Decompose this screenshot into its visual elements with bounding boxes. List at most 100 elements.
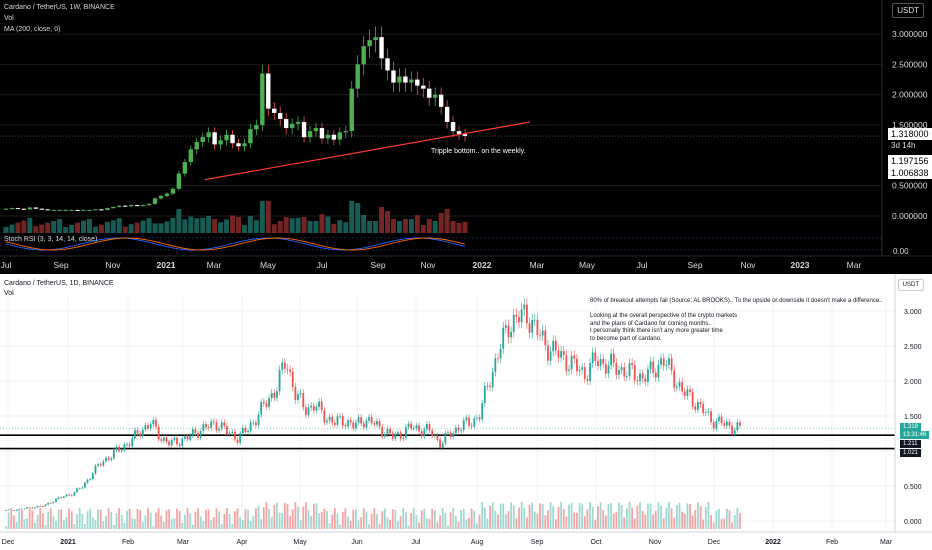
weekly-candle-body [128,205,134,207]
daily-volume-bar [160,515,163,529]
daily-candle-body [336,416,339,425]
daily-candle-body [404,427,407,438]
daily-volume-bar [549,502,552,529]
daily-volume-bar [155,512,157,529]
daily-candle-body [191,429,194,436]
weekly-volume-bar [361,215,367,233]
daily-volume-bar [536,513,539,529]
daily-volume-bar [241,519,244,529]
weekly-volume-bar [45,222,51,233]
daily-candle-body [181,438,184,447]
daily-candle-body [223,422,226,427]
daily-volume-bar [625,508,628,529]
daily-chart-panel[interactable]: 3.0002.5002.0001.5001.0000.5000.000Dec20… [0,274,932,550]
daily-volume-bar [244,509,247,529]
daily-volume-bar [331,514,334,529]
weekly-volume-bar [57,219,63,233]
daily-candle-body [470,425,473,427]
daily-volume-bar [620,504,623,529]
weekly-volume-bar [140,220,146,233]
daily-volume-bar [652,514,655,529]
daily-volume-bar [260,519,263,529]
daily-currency-badge[interactable]: USDT [897,279,924,291]
weekly-volume-bar [414,215,420,233]
daily-volume-bar [433,510,436,529]
daily-volume-bar [249,521,252,529]
daily-candle-body [365,420,368,428]
daily-volume-bar [128,508,131,529]
daily-volume-bar [644,514,647,529]
daily-volume-bar [226,508,228,529]
weekly-candle-body [373,37,378,41]
daily-candle-body [270,392,273,399]
daily-candle-body [478,417,481,420]
daily-volume-bar [157,508,160,529]
daily-volume-bar [283,502,286,529]
daily-candle-body [544,330,547,346]
weekly-candle-body [75,209,80,211]
daily-candle-body [247,430,249,432]
daily-candle-body [607,365,610,374]
daily-volume-bar [273,504,276,529]
daily-volume-bar [57,509,60,529]
daily-volume-bar [278,512,281,529]
daily-candle-body [568,369,570,371]
weekly-stoch-label[interactable]: Stoch RSI (3, 3, 14, 14, close) [4,236,98,243]
daily-countdown-tag: 13:31:46 [900,431,930,439]
daily-volume-bar [220,524,223,529]
daily-volume-bar [305,502,307,529]
weekly-ma-label[interactable]: MA (200, close, 0) [4,26,61,33]
daily-volume-bar [34,523,36,529]
daily-candle-body [7,509,10,511]
weekly-volume-bar [182,219,188,233]
daily-candle-body [255,422,257,426]
daily-volume-bar [731,522,734,529]
weekly-current-price-tag: 1.318000 [888,128,932,140]
daily-volume-bar [426,518,428,529]
daily-candle-body [394,433,397,439]
daily-volume-bar [618,502,620,529]
daily-volume-bar [354,509,357,529]
daily-volume-bar [402,508,405,529]
weekly-y-tick-label: 2.500000 [892,59,928,69]
weekly-currency-badge[interactable]: USDT [892,3,924,18]
weekly-candle-body [15,208,21,210]
daily-candle-body [565,355,568,371]
daily-volume-bar [262,507,265,529]
daily-y-tick-label: 0.500 [904,484,922,491]
daily-volume-bar [694,510,697,529]
weekly-x-tick-label: Sep [687,260,702,270]
weekly-volume-bar [152,223,158,233]
daily-candle-body [628,363,631,376]
daily-volume-bar [523,508,526,529]
weekly-chart-canvas[interactable]: 3.000000 2.500000 2.000000 1.500000 0.500000… [0,0,932,274]
daily-volume-bar [554,519,557,529]
weekly-candle-body [319,128,325,139]
daily-candle-body [657,364,660,378]
daily-x-tick-label: Jun [351,539,362,546]
daily-candle-body [549,351,552,361]
daily-chart-canvas[interactable]: 3.0002.5002.0001.5001.0000.5000.000Dec20… [0,274,932,550]
weekly-candle-body [325,134,331,139]
daily-candle-body [712,422,715,429]
daily-volume-bar [712,522,715,529]
daily-volume-bar [431,508,434,529]
weekly-volume-bar [21,220,27,233]
weekly-candle-body [230,134,235,144]
weekly-volume-bar [39,224,45,233]
weekly-chart-panel[interactable]: 3.000000 2.500000 2.000000 1.500000 0.500000… [0,0,932,274]
daily-candle-body [252,422,255,424]
weekly-candle-body [212,132,217,145]
daily-candle-body [370,417,373,424]
daily-y-tick-label: 2.000 [904,379,922,386]
daily-candle-body [70,495,73,497]
daily-candle-body [354,422,357,429]
weekly-candle-body [27,207,33,210]
daily-candle-body [349,420,352,423]
daily-candle-body [412,428,415,430]
daily-volume-bar [189,513,192,529]
weekly-candle-body [331,134,337,140]
daily-candle-body [107,457,110,460]
weekly-candle-body [301,122,307,138]
daily-volume-bar [557,507,560,529]
